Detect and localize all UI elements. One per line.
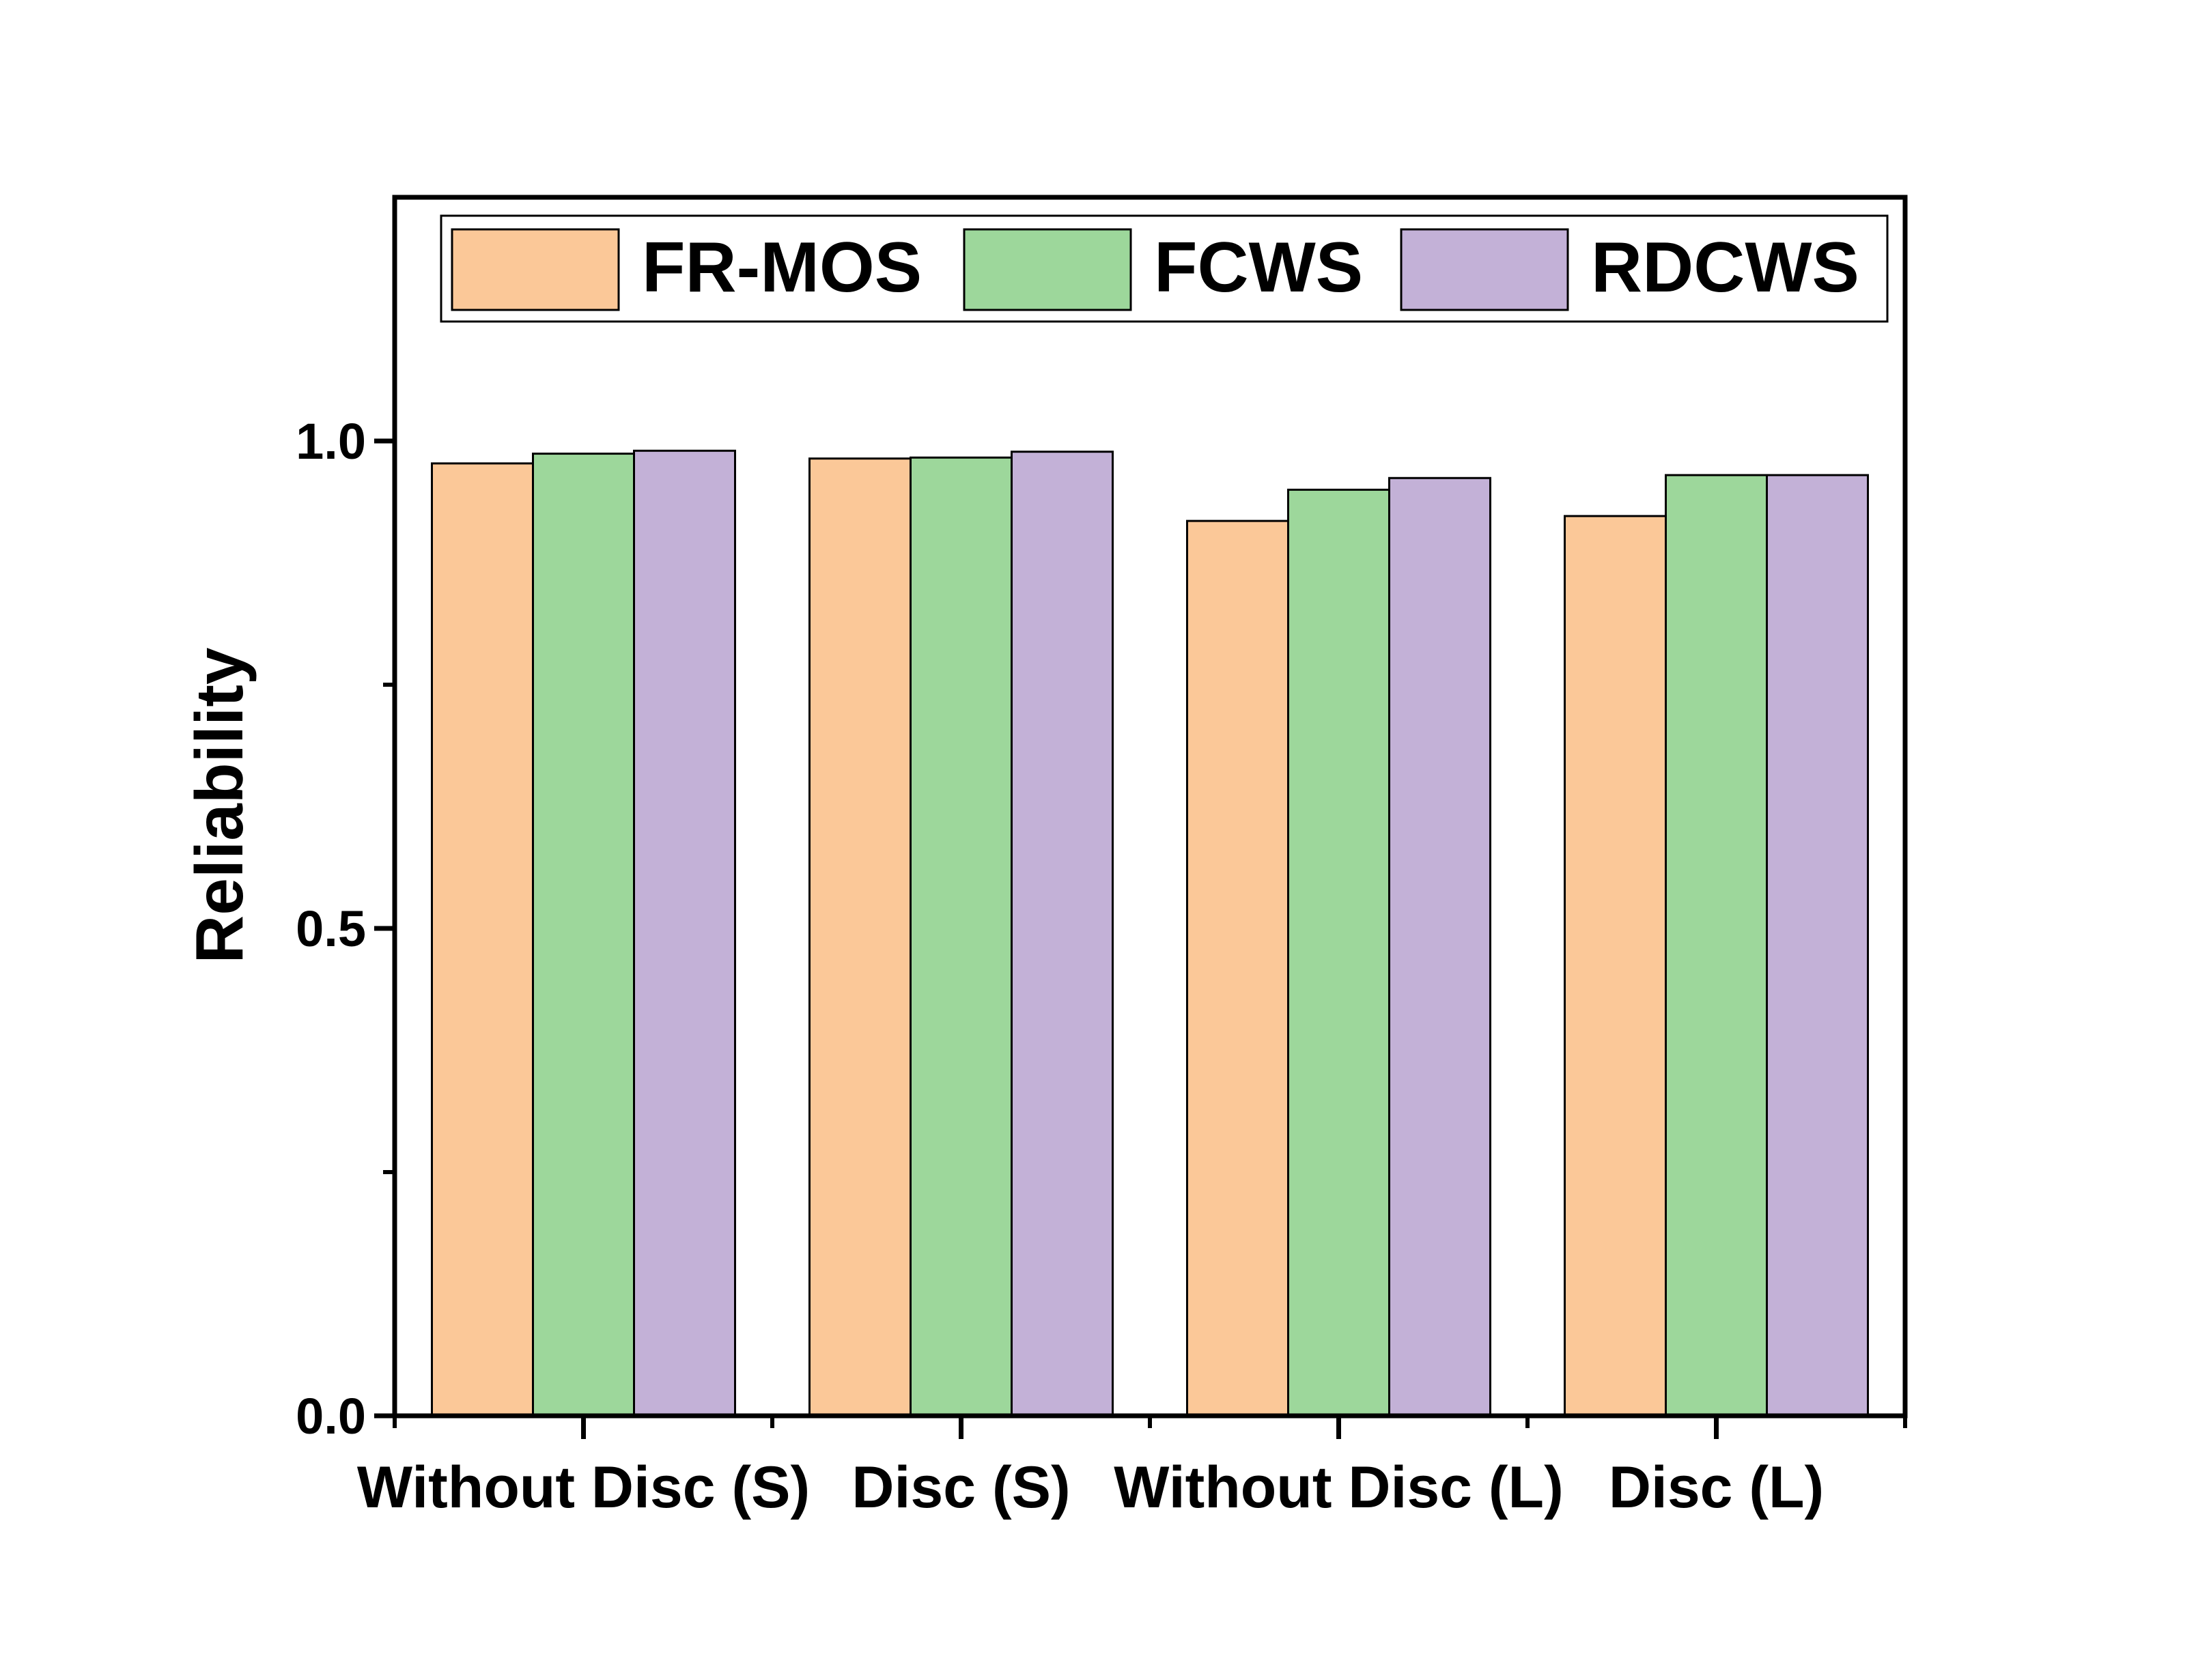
bar-fr-mos-disc-l: [1564, 515, 1667, 1417]
x-tick-label-without-disc-l: Without Disc (L): [1114, 1455, 1563, 1520]
bar-fcws-disc-s: [910, 456, 1013, 1417]
bar-fcws-disc-l: [1665, 474, 1768, 1417]
y-axis-label: Reliability: [182, 648, 257, 964]
legend: FR-MOS FCWS RDCWS: [440, 214, 1889, 323]
y-tick-label: 0.0: [296, 1388, 366, 1444]
legend-box: [440, 214, 1889, 323]
x-tick-label-disc-s: Disc (S): [851, 1455, 1070, 1520]
bar-fr-mos-without-disc-l: [1186, 519, 1289, 1417]
bar-fr-mos-without-disc-s: [431, 462, 534, 1417]
bar-rdcws-without-disc-s: [633, 449, 736, 1417]
bar-fcws-without-disc-s: [532, 453, 635, 1417]
legend-label-rdcws: RDCWS: [1591, 228, 1859, 307]
legend-label-fr-mos: FR-MOS: [642, 228, 922, 307]
y-tick-label: 1.0: [296, 413, 366, 470]
y-tick-label: 0.5: [296, 900, 366, 957]
bar-rdcws-disc-l: [1766, 474, 1869, 1417]
bar-rdcws-without-disc-l: [1388, 476, 1491, 1417]
x-tick-label-without-disc-s: Without Disc (S): [357, 1455, 810, 1520]
bar-fcws-without-disc-l: [1287, 488, 1390, 1417]
bar-fr-mos-disc-s: [808, 457, 912, 1417]
legend-label-fcws: FCWS: [1154, 228, 1363, 307]
x-tick-label-disc-l: Disc (L): [1609, 1455, 1824, 1520]
bar-rdcws-disc-s: [1011, 451, 1114, 1417]
legend-swatch-fcws: [963, 228, 1132, 311]
legend-swatch-fr-mos: [451, 228, 620, 311]
axes-layer: 0.0 0.5 1.0 Without Disc (S) Disc (S) Without…: [296, 195, 1908, 1520]
legend-swatch-rdcws: [1400, 228, 1569, 311]
bars-layer: [431, 449, 1869, 1417]
